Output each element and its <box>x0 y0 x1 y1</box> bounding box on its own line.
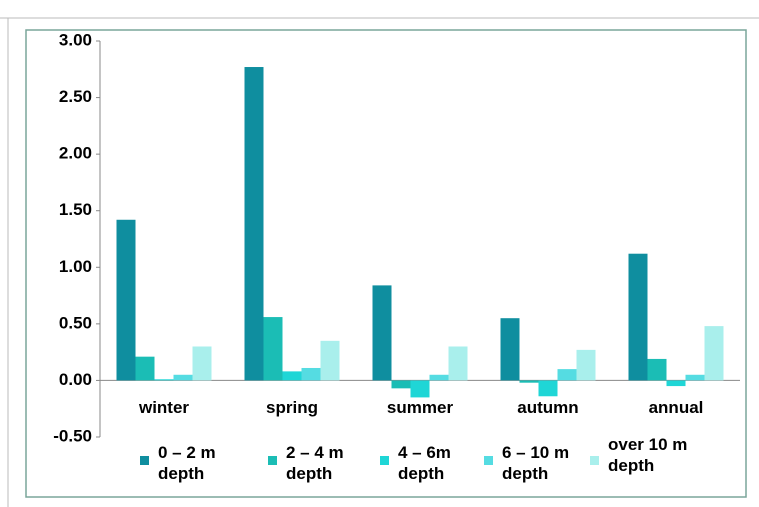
y-tick-label: 0.00 <box>59 370 92 389</box>
legend-label: 2 – 4 m depth <box>286 443 344 483</box>
bar <box>557 369 577 381</box>
bar <box>135 356 155 381</box>
frame <box>25 29 747 498</box>
bar <box>500 318 520 381</box>
x-tick-label: winter <box>138 398 189 417</box>
bar <box>116 219 136 381</box>
bar <box>391 380 411 389</box>
x-tick-label: autumn <box>517 398 578 417</box>
y-tick-label: 0.50 <box>59 313 92 332</box>
bar <box>301 367 321 381</box>
x-tick-label: spring <box>266 398 318 417</box>
legend-swatch <box>380 456 389 465</box>
y-tick-label: 1.00 <box>59 257 92 276</box>
bar <box>429 374 449 381</box>
legend-swatch <box>590 456 599 465</box>
bar <box>576 349 596 381</box>
y-tick-label: -0.50 <box>53 426 92 445</box>
bar <box>410 380 430 398</box>
bar <box>666 380 686 387</box>
bar <box>244 67 264 381</box>
bar <box>154 379 174 381</box>
y-tick-label: 2.00 <box>59 144 92 163</box>
bar <box>628 253 648 381</box>
bar <box>192 346 212 381</box>
bar <box>448 346 468 381</box>
legend-swatch <box>484 456 493 465</box>
bar <box>704 326 724 381</box>
legend-label: over 10 m depth <box>608 435 688 475</box>
bar <box>372 285 392 381</box>
y-tick-label: 3.00 <box>59 30 92 49</box>
y-tick-label: 2.50 <box>59 87 92 106</box>
bar <box>320 340 340 381</box>
legend-label: 0 – 2 m depth <box>158 443 216 483</box>
legend-label: 4 – 6m depth <box>398 443 451 483</box>
bar <box>173 374 193 381</box>
bar <box>647 358 667 381</box>
legend-label: 6 – 10 m depth <box>502 443 570 483</box>
legend-swatch <box>268 456 277 465</box>
x-tick-label: summer <box>387 398 454 417</box>
bar <box>519 380 539 383</box>
bar <box>282 371 302 381</box>
x-tick-label: annual <box>649 398 704 417</box>
legend-swatch <box>140 456 149 465</box>
bar <box>685 374 705 381</box>
bar <box>263 317 283 381</box>
bar <box>538 380 558 397</box>
y-tick-label: 1.50 <box>59 200 92 219</box>
